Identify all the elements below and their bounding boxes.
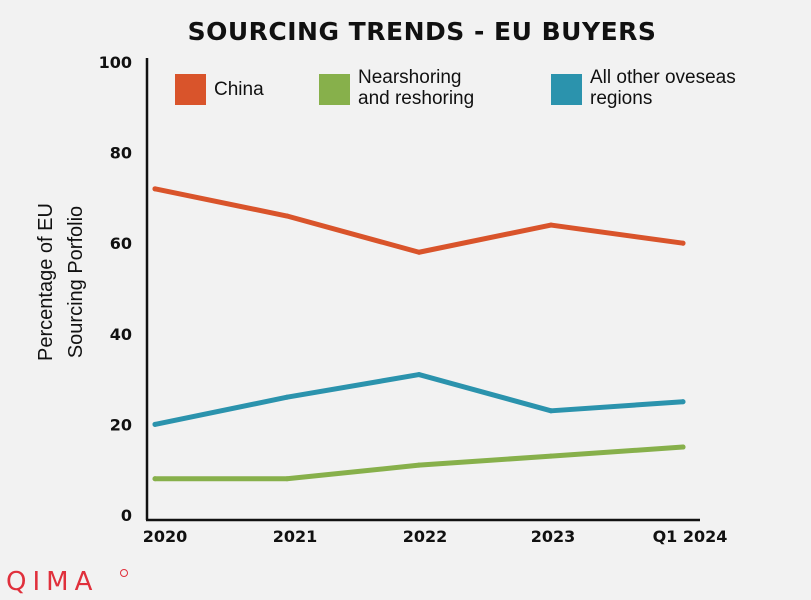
data-point-all-other-oveseas-regions xyxy=(416,372,422,378)
data-point-china xyxy=(680,240,686,246)
y-axis-label-line-2: Sourcing Porfolio xyxy=(65,206,87,358)
data-point-china xyxy=(416,249,422,255)
y-tick-label: 100 xyxy=(99,53,132,72)
legend-label-nearshoring-and-reshoring: and reshoring xyxy=(358,88,474,109)
x-tick-label: 2022 xyxy=(403,527,448,546)
legend-label-all-other-oveseas-regions: All other oveseas xyxy=(590,67,736,88)
qima-logo-trademark-icon xyxy=(120,569,128,577)
legend-swatch-china xyxy=(175,74,206,105)
legend-label-nearshoring-and-reshoring: Nearshoring xyxy=(358,67,462,88)
legend-swatch-all-other-oveseas-regions xyxy=(551,74,582,105)
data-point-nearshoring-and-reshoring xyxy=(680,444,686,450)
series-line-all-other-oveseas-regions xyxy=(152,372,686,427)
data-point-china xyxy=(548,222,554,228)
x-tick-label: 2023 xyxy=(531,527,576,546)
data-point-china xyxy=(284,213,290,219)
y-tick-labels: 0 20 40 60 80 100 xyxy=(99,53,132,525)
data-point-china xyxy=(152,186,158,192)
data-point-all-other-oveseas-regions xyxy=(548,408,554,414)
data-point-nearshoring-and-reshoring xyxy=(416,462,422,468)
data-point-nearshoring-and-reshoring xyxy=(152,476,158,482)
y-tick-label: 80 xyxy=(110,144,132,163)
y-tick-label: 40 xyxy=(110,325,132,344)
x-tick-label: 2020 xyxy=(143,527,188,546)
x-tick-label: 2021 xyxy=(273,527,318,546)
qima-logo: QIMA xyxy=(6,567,98,597)
series-line-china xyxy=(152,186,686,255)
data-point-all-other-oveseas-regions xyxy=(284,394,290,400)
data-point-all-other-oveseas-regions xyxy=(152,421,158,427)
data-point-all-other-oveseas-regions xyxy=(680,399,686,405)
legend-label-all-other-oveseas-regions: regions xyxy=(590,88,652,109)
y-axis-label-line-1: Percentage of EU xyxy=(35,203,57,361)
y-tick-label: 0 xyxy=(121,506,132,525)
data-point-nearshoring-and-reshoring xyxy=(548,453,554,459)
legend-swatch-nearshoring-and-reshoring xyxy=(319,74,350,105)
series-lines xyxy=(152,186,686,482)
y-tick-label: 20 xyxy=(110,415,132,434)
x-tick-labels: 2020 2021 2022 2023 Q1 2024 xyxy=(143,527,728,546)
y-tick-label: 60 xyxy=(110,234,132,253)
legend-label-china: China xyxy=(214,79,264,100)
data-point-nearshoring-and-reshoring xyxy=(284,476,290,482)
chart-title: SOURCING TRENDS - EU BUYERS xyxy=(188,17,657,46)
x-tick-label: Q1 2024 xyxy=(653,527,728,546)
